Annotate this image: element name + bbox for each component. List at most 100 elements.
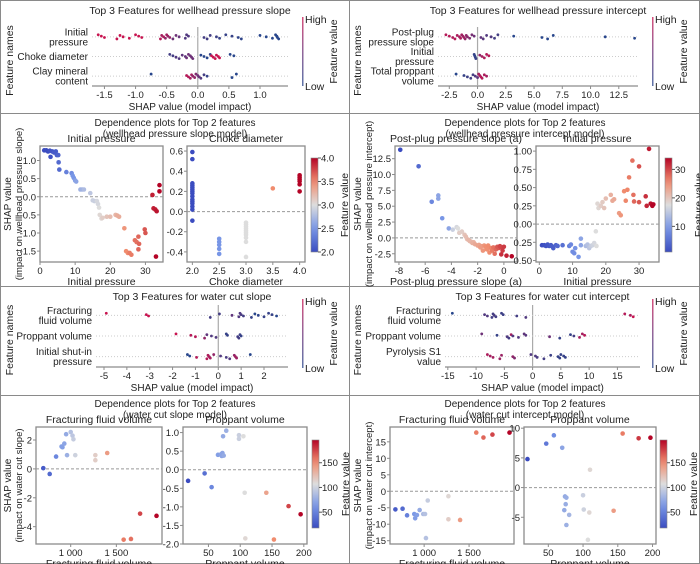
data-point — [186, 353, 189, 356]
y-tick-label: -4 — [24, 522, 32, 533]
data-point — [226, 333, 229, 337]
x-tick-label: -5 — [500, 371, 508, 382]
feature-label: pressure — [49, 37, 88, 48]
y-axis-label: SHAP value — [353, 177, 364, 231]
data-point — [504, 253, 509, 258]
data-point — [183, 36, 187, 40]
data-point — [446, 516, 451, 522]
data-point — [450, 311, 454, 315]
data-point — [190, 149, 195, 155]
y-axis-sublabel: (impact on wellhead pressure intercept) — [364, 121, 375, 287]
data-point — [264, 35, 268, 39]
data-point — [104, 450, 110, 456]
plot-frame — [523, 426, 657, 545]
data-point — [256, 313, 260, 317]
data-point — [62, 441, 67, 446]
data-point — [228, 357, 232, 361]
feature-label: content — [55, 77, 88, 88]
data-point — [243, 239, 249, 245]
y-tick-label: -0.2 — [167, 227, 183, 238]
x-tick-label: 1.0 — [253, 90, 266, 101]
dependence-chart-p4: Dependence plots for Top 2 features(well… — [353, 118, 700, 288]
feature-label: pressure — [53, 357, 92, 368]
row-divider — [0, 286, 700, 287]
data-point — [482, 56, 486, 60]
data-point — [177, 57, 181, 60]
data-point — [208, 34, 212, 37]
data-point — [180, 53, 184, 57]
y-tick-label: 0.0 — [23, 192, 36, 203]
colorbar-tick-label: 30 — [675, 165, 686, 176]
y-tick-label: 15 — [375, 437, 386, 448]
x-tick-label: 1 — [238, 371, 243, 382]
x-tick-label: 50 — [203, 548, 214, 559]
data-point — [490, 316, 494, 319]
data-point — [174, 34, 178, 37]
x-axis-label: Initial pressure — [67, 276, 135, 288]
data-point — [416, 163, 421, 169]
data-point — [484, 247, 490, 252]
data-point — [224, 355, 228, 359]
y-tick-label: 1.00 — [514, 147, 533, 158]
data-point — [583, 333, 587, 337]
x-tick-label: -1.5 — [96, 90, 112, 101]
data-point — [154, 208, 159, 214]
data-point — [96, 205, 102, 210]
data-point — [81, 187, 87, 192]
feature-label: Initial — [411, 47, 434, 58]
colorbar-label: Feature value — [678, 301, 690, 365]
data-point — [393, 507, 398, 512]
y-tick-label: 10 — [509, 424, 520, 435]
data-point — [127, 36, 131, 40]
data-point — [611, 196, 617, 202]
data-point — [633, 36, 637, 40]
x-tick-label: -6 — [421, 266, 429, 277]
data-point — [143, 230, 148, 236]
data-point — [230, 34, 234, 38]
data-point — [439, 215, 445, 221]
y-tick-label: -0.4 — [167, 247, 183, 258]
x-tick-label: 2.5 — [213, 266, 226, 277]
y-tick-label: -2.5 — [375, 249, 391, 260]
x-tick-label: 2.5 — [499, 90, 512, 101]
y-axis-label: SHAP value — [353, 458, 364, 512]
y-tick-label: 0.50 — [514, 183, 533, 194]
data-point — [71, 436, 76, 442]
feature-label: Initial — [65, 27, 88, 38]
y-tick-label: 0.0 — [170, 207, 183, 218]
data-point — [93, 457, 98, 463]
y-tick-label: 1.0 — [166, 428, 179, 439]
feature-label: Choke diameter — [17, 52, 88, 63]
data-point — [480, 248, 486, 253]
x-axis-label: SHAP value (model impact) — [481, 383, 604, 394]
data-point — [190, 218, 195, 223]
data-point — [469, 76, 473, 80]
x-tick-label: 1 000 — [412, 548, 436, 559]
colorbar — [302, 299, 304, 368]
x-tick-label: 2 — [261, 371, 266, 382]
colorbar-tick-label: 150 — [322, 458, 338, 469]
data-point — [611, 508, 616, 514]
y-tick-label: 1.0 — [23, 156, 36, 167]
data-point — [298, 511, 303, 517]
x-axis-label: Post-plug pressure slope (a) — [390, 276, 522, 288]
chart-title: Top 3 Features for water cut slope — [113, 291, 272, 303]
data-point — [555, 243, 560, 249]
data-point — [297, 189, 302, 194]
y-axis-label: SHAP value — [3, 177, 14, 231]
y-tick-label: 0.5 — [166, 447, 179, 458]
feature-label: fluid volume — [388, 316, 442, 327]
data-point — [242, 314, 245, 318]
data-point — [205, 56, 209, 60]
x-tick-label: -2.5 — [441, 90, 457, 101]
data-point — [468, 36, 472, 40]
data-point — [603, 35, 607, 39]
data-point — [243, 254, 249, 260]
data-point — [444, 33, 448, 37]
data-point — [171, 54, 175, 58]
colorbar — [664, 157, 673, 253]
x-tick-label: 0.0 — [471, 90, 484, 101]
data-point — [481, 37, 485, 41]
colorbar-high-label: High — [655, 296, 677, 308]
